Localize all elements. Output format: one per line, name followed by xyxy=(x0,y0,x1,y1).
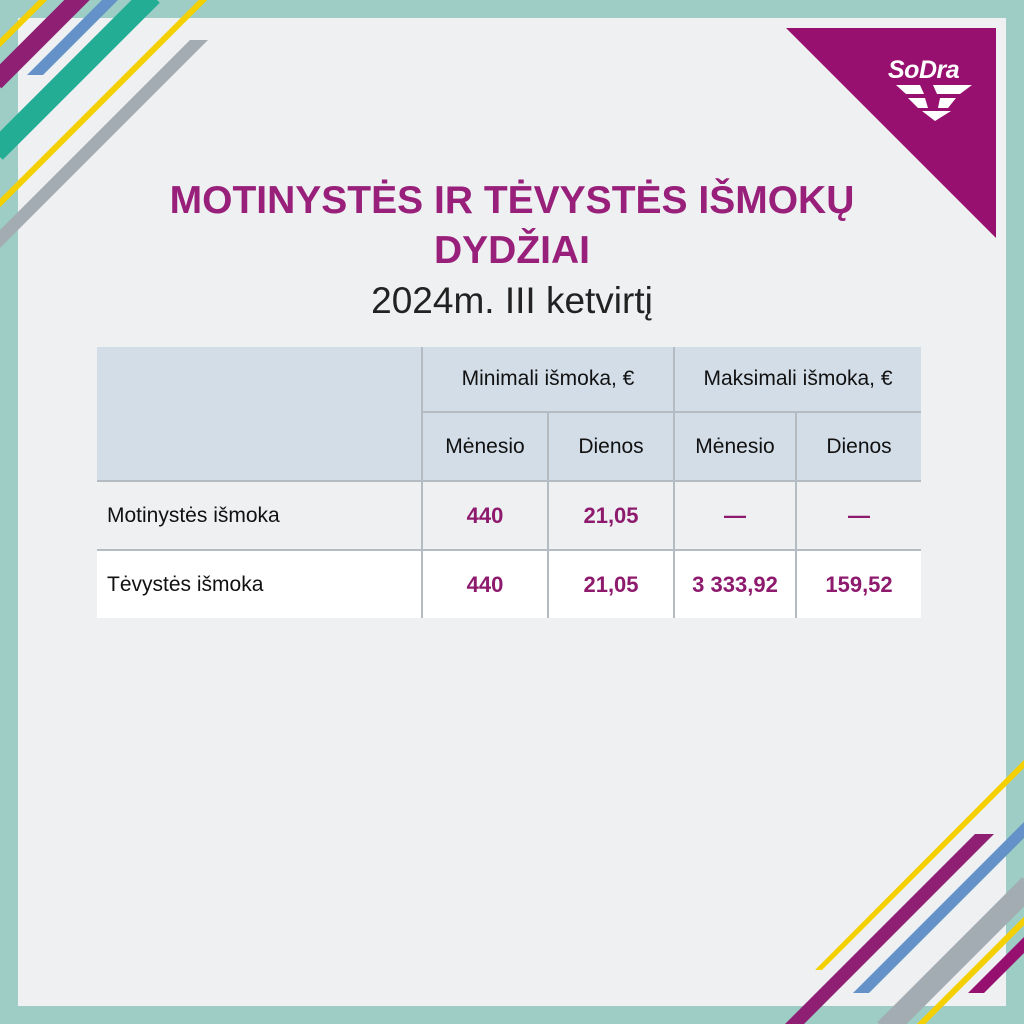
group-header-max: Maksimali išmoka, € xyxy=(672,347,922,413)
group-header-min: Minimali išmoka, € xyxy=(421,347,675,413)
subheader-cell: Dienos xyxy=(547,411,675,482)
title-line-1: MOTINYSTĖS IR TĖVYSTĖS IŠMOKŲ xyxy=(169,179,855,222)
stripe-purple xyxy=(785,834,994,1024)
value-cell: — xyxy=(673,480,797,551)
row-label: Tėvystės išmoka xyxy=(97,549,423,618)
stripe-yellow xyxy=(815,760,1024,970)
sodra-logo: SoDra xyxy=(888,56,960,84)
table-subheader-row: Mėnesio Dienos Mėnesio Dienos xyxy=(97,411,922,482)
benefits-table: Minimali išmoka, € Maksimali išmoka, € M… xyxy=(97,347,922,618)
table-row: Tėvystės išmoka 440 21,05 3 333,92 159,5… xyxy=(97,549,922,618)
stripe-purple xyxy=(0,0,90,89)
stripe-blue xyxy=(27,0,118,75)
logo-triangle xyxy=(786,28,996,238)
stripe-grey xyxy=(877,877,1024,1024)
value-cell: 440 xyxy=(421,549,549,618)
stripe-teal xyxy=(0,0,160,160)
title-line-2: DYDŽIAI xyxy=(434,229,590,272)
stripe-yellow xyxy=(916,916,1024,1024)
value-cell: 21,05 xyxy=(547,549,675,618)
empty-header-cell xyxy=(97,347,423,482)
table-row: Motinystės išmoka 440 21,05 — — xyxy=(97,480,922,551)
stripe-blue xyxy=(853,822,1024,993)
value-cell: 159,52 xyxy=(794,549,922,618)
stripe-yellow xyxy=(0,0,208,208)
table-header-row: Minimali išmoka, € Maksimali išmoka, € xyxy=(97,347,922,482)
subheader-cell: Mėnesio xyxy=(422,411,549,482)
stripe-yellow xyxy=(0,0,48,48)
row-label: Motinystės išmoka xyxy=(97,480,423,551)
stripe-purple xyxy=(968,937,1024,993)
value-cell: 21,05 xyxy=(547,480,675,551)
page-subtitle: 2024m. III ketvirtį xyxy=(371,280,653,321)
value-cell: 3 333,92 xyxy=(673,549,797,618)
stripe-grey xyxy=(0,40,208,248)
logo-emblem-icon xyxy=(896,85,972,121)
page-title: MOTINYSTĖS IR TĖVYSTĖS IŠMOKŲ DYDŽIAI xyxy=(0,176,1024,276)
value-cell: 440 xyxy=(421,480,549,551)
subheader-cell: Dienos xyxy=(794,411,922,482)
subheader-cell: Mėnesio xyxy=(673,411,797,482)
value-cell: — xyxy=(794,480,922,551)
